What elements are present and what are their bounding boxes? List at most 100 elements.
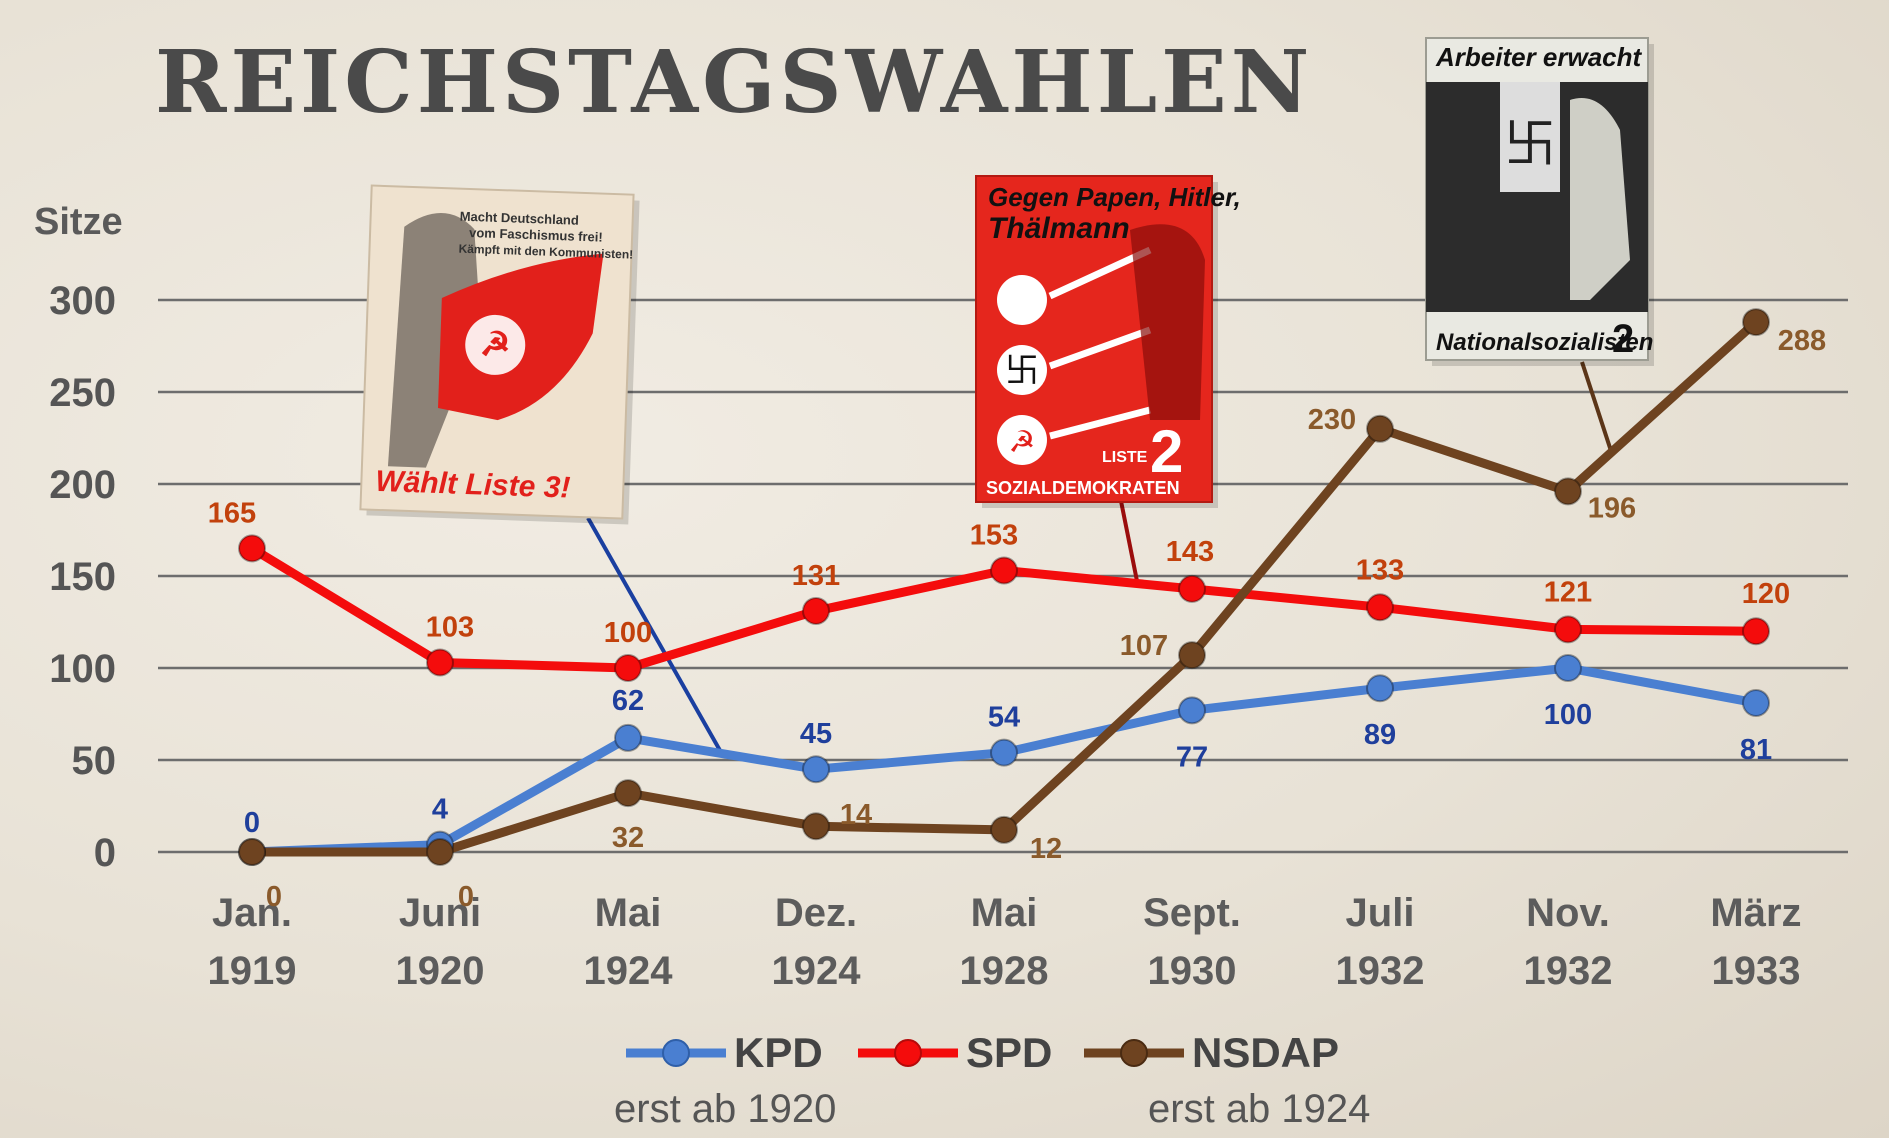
kpd-data-label: 81 [1740,734,1772,766]
series-points [238,308,1770,866]
svg-text:2: 2 [1150,418,1183,485]
x-tick-label: 1932 [1524,949,1613,993]
x-tick-label: 1924 [772,949,862,993]
nsdap-point [990,815,1018,844]
x-tick-label: 1932 [1336,949,1425,993]
kpd-data-label: 77 [1176,741,1208,773]
spd-point [1366,593,1394,622]
legend-spd-marker [894,1039,922,1067]
spd-data-label: 100 [604,617,652,649]
kpd-data-label: 100 [1544,699,1592,731]
x-tick-label: Juni [399,891,481,935]
y-tick-labels: 0 50 100 150 200 250 300 [49,279,116,875]
x-tick-label: Juli [1346,891,1415,935]
x-tick-label: 1930 [1148,949,1237,993]
svg-text:Kämpft mit den Kommunisten!: Kämpft mit den Kommunisten! [458,242,633,262]
kpd-point [1178,696,1206,725]
nsdap-point [1366,414,1394,443]
kpd-data-label: 62 [612,685,644,717]
nsdap-poster-pointer [1580,361,1614,455]
legend-spd: SPD [966,1029,1052,1076]
y-tick-label: 250 [49,371,116,415]
svg-text:Macht Deutschland: Macht Deutschland [459,209,579,228]
kpd-data-label: 89 [1364,719,1396,751]
y-tick-label: 150 [49,555,116,599]
nsdap-point [802,812,830,841]
nsdap-data-label: 0 [458,881,474,913]
svg-text:卐: 卐 [1504,116,1556,174]
spd-point [1554,615,1582,644]
kpd-data-label: 0 [244,807,260,839]
nsdap-data-label: 14 [840,799,872,831]
spd-data-label: 133 [1356,554,1404,586]
nsdap-data-label: 12 [1030,833,1062,865]
kpd-data-label: 45 [800,718,832,750]
y-tick-label: 300 [49,279,116,323]
x-tick-label: März [1710,891,1801,935]
x-tick-label: 1924 [584,949,674,993]
spd-data-label: 143 [1166,536,1214,568]
kpd-point [1366,674,1394,703]
svg-text:Arbeiter erwacht: Arbeiter erwacht [1435,42,1643,72]
nsdap-point [1554,477,1582,506]
spd-data-label: 121 [1544,576,1592,608]
svg-text:Gegen Papen, Hitler,: Gegen Papen, Hitler, [988,182,1241,212]
spd-data-label: 165 [208,497,256,529]
spd-data-label: 103 [426,611,474,643]
nsdap-data-label: 32 [612,822,644,854]
legend-nsdap: NSDAP [1192,1029,1339,1076]
spd-point [1742,617,1770,646]
nsdap-point [1742,308,1770,337]
x-tick-label: Jan. [212,891,292,935]
spd-point [238,534,266,563]
kpd-point [990,738,1018,767]
svg-text:☭: ☭ [479,325,511,364]
chart-title: REICHSTAGSWAHLEN [155,32,1313,133]
spd-poster: Gegen Papen, Hitler, Thälmann 卐 ☭ LISTE … [975,175,1241,587]
spd-data-label: 153 [970,519,1018,551]
kpd-point [614,723,642,752]
legend-kpd-note: erst ab 1920 [614,1087,836,1131]
x-tick-label: 1933 [1712,949,1801,993]
nsdap-poster: 卐 Arbeiter erwacht Nationalsozialisten 2 [1425,37,1654,455]
kpd-point [1742,688,1770,717]
nsdap-point [1178,641,1206,670]
kpd-data-label: 4 [432,794,448,826]
svg-text:☭: ☭ [1009,426,1036,459]
x-tick-label: Mai [595,891,662,935]
nsdap-point [426,838,454,866]
kpd-point [1554,654,1582,682]
legend: KPD SPD NSDAP erst ab 1920 erst ab 1924 [614,1029,1370,1131]
nsdap-data-label: 196 [1588,492,1636,524]
svg-text:LISTE: LISTE [1102,449,1148,466]
legend-nsdap-marker [1120,1039,1148,1067]
nsdap-data-label: 107 [1120,630,1168,662]
svg-text:Wählt Liste 3!: Wählt Liste 3! [375,465,571,505]
kpd-point [802,755,830,784]
nsdap-point [238,838,266,866]
spd-point [1178,574,1206,603]
spd-data-label: 120 [1742,578,1790,610]
x-tick-label: 1920 [396,949,485,993]
spd-point [802,596,830,625]
y-axis-label: Sitze [34,201,123,243]
svg-text:2: 2 [1612,317,1634,361]
svg-text:Thälmann: Thälmann [988,212,1130,245]
legend-nsdap-note: erst ab 1924 [1148,1087,1370,1131]
spd-point [990,556,1018,585]
nsdap-data-label: 0 [266,881,282,913]
x-tick-labels: Jan. 1919 Juni 1920 Mai 1924 Dez. 1924 Mai 1928 Se… [208,891,1802,993]
spd-point [614,654,642,682]
x-tick-label: 1928 [960,949,1049,993]
nsdap-data-label: 230 [1308,404,1356,436]
y-tick-label: 100 [49,647,116,691]
nsdap-point [614,779,642,808]
x-tick-label: 1919 [208,949,297,993]
legend-kpd: KPD [734,1029,823,1076]
spd-poster-pointer [1118,495,1140,587]
svg-text:SOZIALDEMOKRATEN: SOZIALDEMOKRATEN [986,478,1180,498]
kpd-poster: ☭ Macht Deutschland vom Faschismus frei!… [359,184,724,755]
